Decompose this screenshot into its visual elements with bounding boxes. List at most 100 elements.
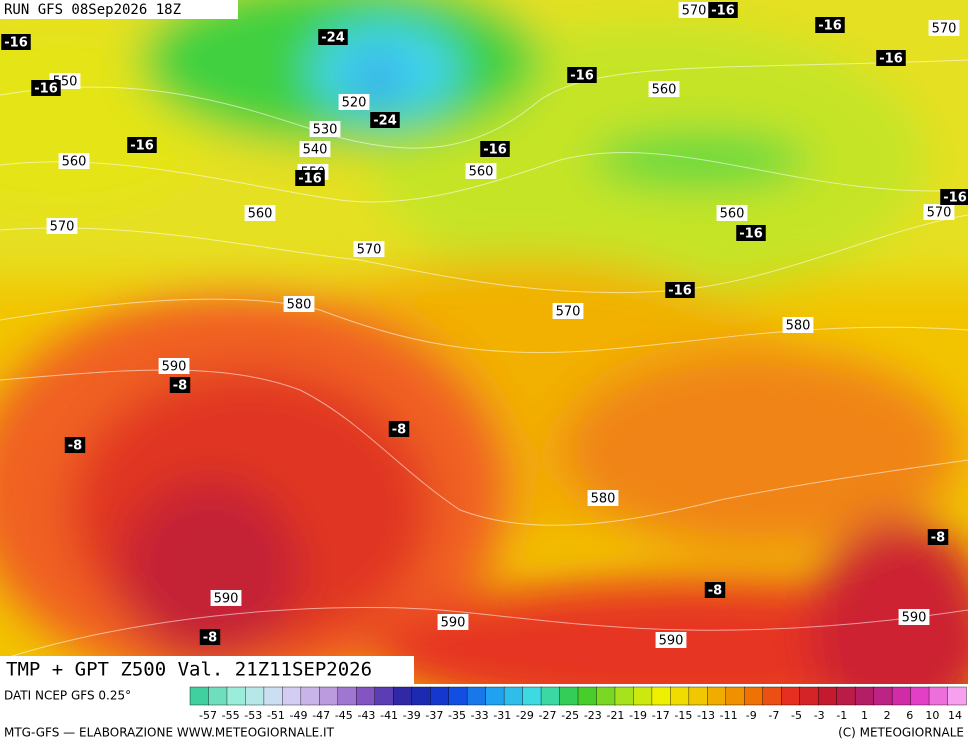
legend-label: -51: [267, 709, 285, 722]
legend-label: 1: [861, 709, 868, 722]
legend-label: -3: [814, 709, 825, 722]
isoline: [0, 59, 968, 149]
legend-swatch: [411, 686, 431, 706]
field-iberia-core: [120, 480, 300, 660]
legend-label: -41: [380, 709, 398, 722]
temperature-label: -16: [668, 284, 692, 299]
legend-swatch: [448, 686, 468, 706]
temperature-label: -8: [203, 631, 217, 646]
height-label-box: [465, 163, 497, 179]
run-label: RUN GFS 08Sep2026 18Z: [4, 2, 181, 18]
legend-label: -37: [425, 709, 443, 722]
legend-swatch: [725, 686, 745, 706]
temperature-label-box: [318, 29, 348, 45]
legend-swatch: [337, 686, 357, 706]
height-label: 590: [902, 611, 927, 626]
credit: MTG-GFS — ELABORAZIONE WWW.METEOGIORNALE…: [4, 726, 335, 740]
legend-label: -47: [312, 709, 330, 722]
legend-label: -23: [584, 709, 602, 722]
height-label: 560: [720, 207, 745, 222]
temperature-label-box: [480, 141, 510, 157]
legend-label: 10: [925, 709, 939, 722]
data-source: DATI NCEP GFS 0.25°: [4, 689, 131, 703]
height-label: 570: [927, 206, 952, 221]
legend-label: -33: [471, 709, 489, 722]
temperature-label-box: [815, 17, 845, 33]
height-label-box: [244, 205, 276, 221]
temperature-label-box: [927, 529, 949, 545]
isoline: [0, 214, 968, 294]
legend-label: -11: [720, 709, 738, 722]
map-labels: 5705705505205605305405605505605605705605…: [1, 2, 968, 649]
height-label-box: [353, 241, 385, 257]
legend-label: -1: [836, 709, 847, 722]
legend-label: -43: [357, 709, 375, 722]
legend-swatch: [947, 686, 967, 706]
height-label-box: [58, 153, 90, 169]
legend-swatch: [928, 686, 949, 706]
legend-swatch: [762, 686, 782, 706]
run-box: [0, 0, 238, 19]
legend-swatch: [245, 686, 265, 706]
legend-swatch: [596, 686, 616, 706]
legend-label: -31: [493, 709, 511, 722]
legend-swatch: [670, 686, 690, 706]
height-label: 560: [248, 207, 273, 222]
height-label: 590: [659, 634, 684, 649]
height-label: 570: [50, 220, 75, 235]
legend-swatch: [393, 686, 413, 706]
legend-swatch: [522, 686, 542, 706]
height-label-box: [655, 632, 687, 648]
legend-swatch: [189, 686, 210, 706]
height-label: 580: [786, 319, 811, 334]
legend-swatch: [781, 686, 801, 706]
legend-label: -13: [697, 709, 715, 722]
legend-swatch: [300, 686, 321, 706]
legend-swatch: [374, 686, 394, 706]
height-label-box: [782, 317, 814, 333]
legend-swatch: [577, 686, 598, 706]
temperature-label: -16: [483, 143, 507, 158]
isoline: [0, 606, 968, 661]
height-label-box: [678, 2, 710, 18]
isolines: [0, 59, 968, 661]
temperature-label: -8: [68, 439, 82, 454]
isoline: [0, 151, 968, 203]
height-label-box: [158, 358, 190, 374]
temperature-label: -16: [818, 19, 842, 34]
color-legend: -57 -55 -53 -51 -49 -47 -45 -43 -41 -39 -37 -35 -33-…: [189, 686, 967, 722]
legend-swatch: [485, 686, 505, 706]
legend-swatch: [817, 686, 838, 706]
legend-label: -15: [674, 709, 692, 722]
height-label-box: [299, 141, 331, 157]
legend-label: -45: [335, 709, 353, 722]
legend-swatch: [282, 686, 302, 706]
legend-swatch: [466, 686, 487, 706]
temperature-label-box: [31, 80, 61, 96]
legend-label: -29: [516, 709, 534, 722]
legend-swatch: [707, 686, 727, 706]
legend-swatch: [356, 686, 376, 706]
temperature-label-box: [665, 282, 695, 298]
temperature-label-box: [64, 437, 86, 453]
temperature-label-box: [1, 34, 31, 50]
product-title: TMP + GPT Z500 Val. 21Z11SEP2026: [6, 659, 372, 681]
height-label-box: [309, 121, 341, 137]
legend-label: -7: [768, 709, 779, 722]
height-label-box: [283, 296, 315, 312]
height-label: 590: [441, 616, 466, 631]
legend-label: -39: [403, 709, 421, 722]
temperature-label: -16: [570, 69, 594, 84]
legend-swatch: [873, 686, 893, 706]
height-label: 540: [303, 143, 328, 158]
legend-label: 2: [884, 709, 891, 722]
height-label-box: [716, 205, 748, 221]
field-southeast: [560, 350, 960, 550]
legend-swatch: [503, 686, 524, 706]
legend-label: -9: [746, 709, 757, 722]
legend-swatch: [540, 686, 561, 706]
legend-label: -17: [652, 709, 670, 722]
legend-swatch: [854, 686, 875, 706]
